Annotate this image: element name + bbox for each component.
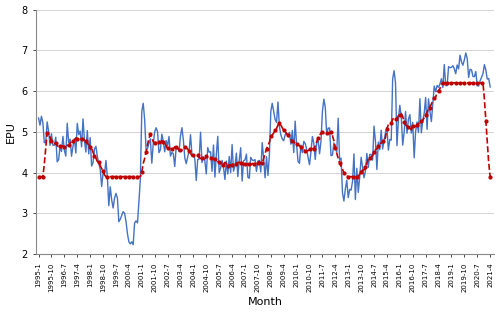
X-axis label: Month: Month	[248, 297, 282, 307]
Y-axis label: EPU: EPU	[6, 121, 16, 143]
